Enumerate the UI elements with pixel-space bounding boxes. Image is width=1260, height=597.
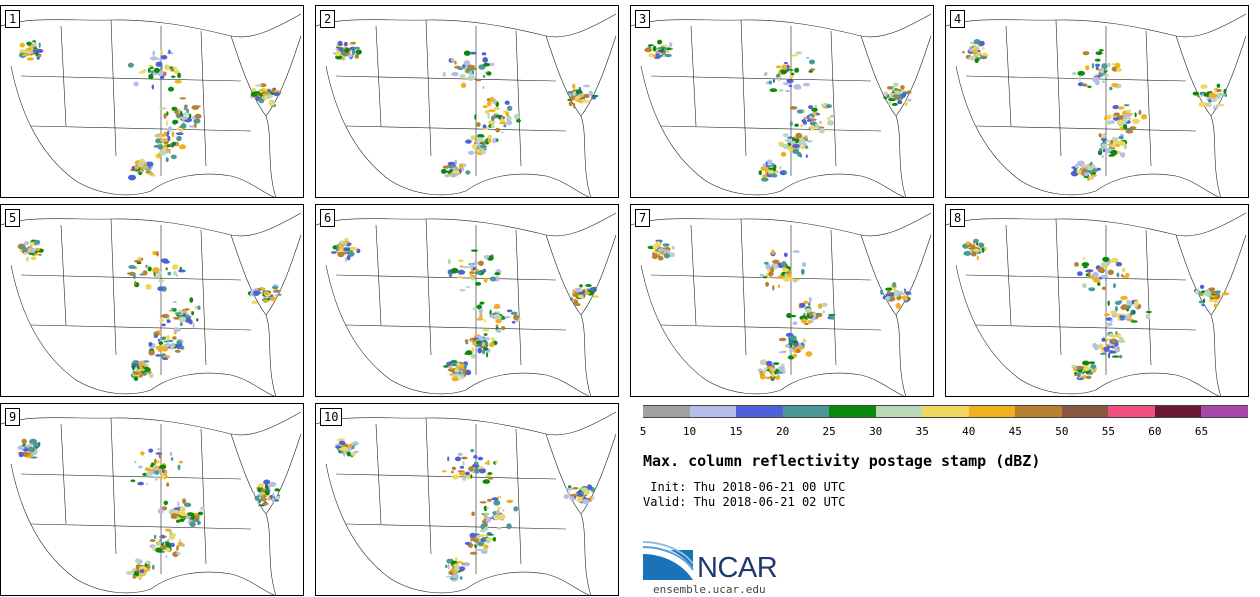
reflectivity-field — [17, 438, 281, 581]
us-map — [1, 212, 302, 396]
colorbar-tick-label: 60 — [1148, 425, 1162, 438]
member-number: 5 — [5, 209, 21, 227]
colorbar-tick-label: 50 — [1055, 425, 1069, 438]
member-number: 3 — [635, 10, 651, 28]
reflectivity-field — [644, 39, 912, 182]
colorbar-segment — [1201, 405, 1249, 418]
colorbar-tick-label: 35 — [915, 425, 929, 438]
colorbar-segment — [875, 405, 923, 418]
us-map — [316, 411, 617, 595]
logo-url: ensemble.ucar.edu — [653, 583, 766, 596]
colorbar-tick-label: 25 — [822, 425, 836, 438]
member-number: 1 — [5, 10, 21, 28]
colorbar-segment — [782, 405, 830, 418]
colorbar-tick-label: 5 — [639, 425, 647, 438]
member-number: 7 — [635, 209, 651, 227]
member-number: 8 — [950, 209, 966, 227]
member-panel: 10 — [315, 403, 619, 596]
reflectivity-field — [647, 239, 912, 381]
ncar-logo-icon — [643, 541, 694, 580]
colorbar-tick-label: 40 — [962, 425, 976, 438]
colorbar-tick-label: 30 — [869, 425, 883, 438]
colorbar-tick-label: 45 — [1008, 425, 1022, 438]
colorbar-tick-label: 55 — [1101, 425, 1115, 438]
member-panel: 5 — [0, 204, 304, 397]
colorbar-segment — [1061, 405, 1109, 418]
colorbar-tick-label: 65 — [1194, 425, 1209, 438]
colorbar-tick-label: 10 — [682, 425, 697, 438]
member-number: 2 — [320, 10, 336, 28]
colorbar-segment — [1154, 405, 1202, 418]
colorbar-segment — [829, 405, 877, 418]
us-map — [316, 13, 617, 197]
us-map — [1, 13, 302, 197]
colorbar-segment — [689, 405, 737, 418]
member-panel: 1 — [0, 5, 304, 198]
init-time: Init: Thu 2018-06-21 00 UTC — [643, 480, 846, 494]
us-map — [631, 212, 932, 396]
member-number: 9 — [5, 408, 21, 426]
reflectivity-field — [17, 239, 282, 381]
reflectivity-field — [332, 40, 599, 178]
colorbar-segment — [1108, 405, 1156, 418]
reflectivity-field — [330, 237, 600, 382]
member-panel: 4 — [945, 5, 1249, 198]
reflectivity-field — [19, 40, 282, 181]
valid-time: Valid: Thu 2018-06-21 02 UTC — [643, 495, 846, 509]
member-panel: 2 — [315, 5, 619, 198]
colorbar-tick-label: 20 — [775, 425, 790, 438]
us-map — [946, 212, 1247, 396]
colorbar-segment — [922, 405, 970, 418]
member-panel: 6 — [315, 204, 619, 397]
us-map — [946, 13, 1247, 197]
member-panel: 8 — [945, 204, 1249, 397]
member-panel: 7 — [630, 204, 934, 397]
us-map — [316, 212, 617, 396]
member-panel: 9 — [0, 403, 304, 596]
reflectivity-field — [334, 438, 595, 582]
member-number: 10 — [320, 408, 343, 426]
colorbar-segment — [1015, 405, 1063, 418]
colorbar-tick-label: 15 — [729, 425, 743, 438]
reflectivity-field — [962, 39, 1227, 181]
colorbar-segment — [968, 405, 1016, 418]
member-panel: 3 — [630, 5, 934, 198]
figure-title: Max. column reflectivity postage stamp (… — [643, 452, 1041, 470]
us-map — [631, 13, 932, 197]
ncar-logo-text: NCAR — [697, 552, 778, 584]
member-number: 4 — [950, 10, 966, 28]
us-map — [1, 411, 302, 595]
reflectivity-colorbar — [643, 405, 1249, 419]
colorbar-segment — [736, 405, 784, 418]
reflectivity-field — [962, 238, 1230, 381]
colorbar-segment — [643, 405, 691, 418]
member-number: 6 — [320, 209, 336, 227]
